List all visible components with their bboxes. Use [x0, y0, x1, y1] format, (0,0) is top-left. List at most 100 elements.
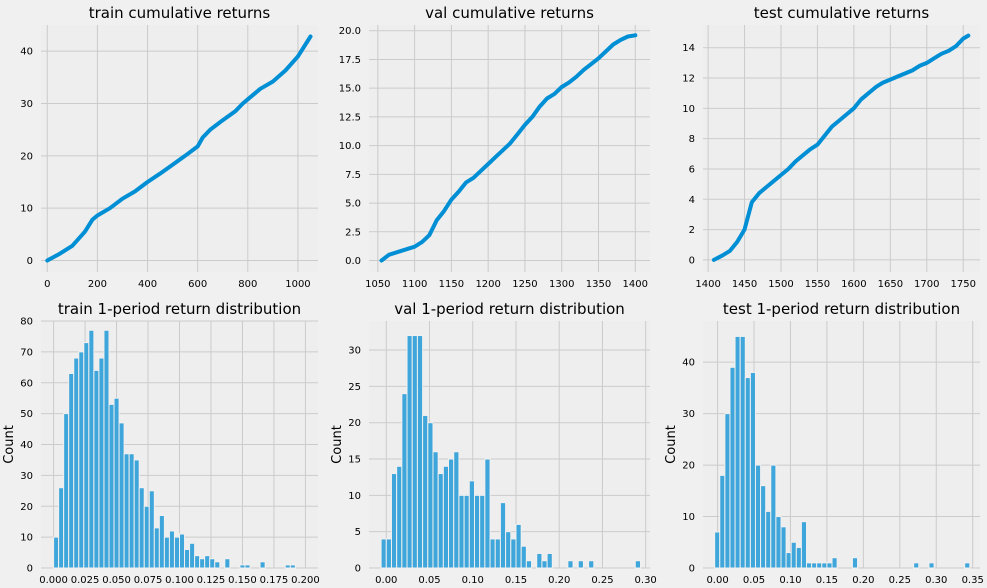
- y-axis-label: Count: [664, 425, 679, 464]
- histogram-bar: [821, 562, 828, 569]
- x-tick-label: 0.10: [462, 575, 484, 586]
- histogram-bar: [964, 562, 971, 569]
- histogram-bar: [770, 464, 777, 569]
- histogram-bar: [209, 558, 216, 569]
- x-tick-label: 0.125: [197, 575, 226, 586]
- chart-title: test cumulative returns: [754, 4, 930, 22]
- x-tick-label: 0.10: [779, 575, 801, 586]
- histogram-bar: [83, 342, 90, 569]
- x-tick-label: 0.25: [591, 575, 613, 586]
- y-tick-label: 0: [27, 564, 33, 575]
- histogram-bar: [634, 560, 641, 569]
- y-tick-label: 14: [682, 43, 695, 54]
- x-tick-label: 0.200: [291, 575, 320, 586]
- histogram-bar: [385, 538, 392, 569]
- y-axis-label: Count: [2, 425, 17, 464]
- y-tick-label: 40: [682, 358, 695, 369]
- chart-panel-5: 0.00 0.05 0.10 0.15 0.20 0.25 0.30 0 5 10 15 20 25 30…: [330, 300, 657, 586]
- histogram-bar: [289, 564, 296, 569]
- x-tick-label: 0.000: [39, 575, 68, 586]
- histogram-bar: [406, 335, 413, 569]
- histogram-bar: [510, 538, 517, 569]
- x-tick-label: 0.15: [505, 575, 527, 586]
- histogram-bar: [158, 515, 165, 569]
- x-tick-label: 1750: [951, 279, 976, 290]
- chart-title: test 1-period return distribution: [723, 300, 960, 318]
- histogram-bar: [739, 335, 746, 569]
- histogram-bar: [714, 531, 721, 569]
- histogram-bar: [734, 335, 741, 569]
- histogram-bar: [133, 459, 140, 569]
- histogram-bar: [489, 538, 496, 569]
- histogram-bar: [123, 453, 130, 569]
- x-tick-label: 1050: [365, 279, 390, 290]
- x-tick-label: 1550: [805, 279, 830, 290]
- histogram-bar: [448, 458, 455, 569]
- histogram-bar: [401, 393, 408, 569]
- x-tick-label: 1150: [439, 279, 464, 290]
- y-tick-label: 30: [348, 346, 361, 357]
- histogram-bar: [505, 531, 512, 569]
- y-tick-label: 10.0: [339, 141, 361, 152]
- histogram-bar: [148, 490, 155, 569]
- histogram-bar: [98, 357, 105, 569]
- histogram-bar: [463, 494, 470, 569]
- series-line: [379, 33, 638, 263]
- histogram-bar: [194, 555, 201, 569]
- x-tick-label: 0.025: [71, 575, 100, 586]
- x-tick-label: 200: [88, 279, 107, 290]
- histogram-bar: [765, 510, 772, 569]
- histogram-bar: [790, 541, 797, 569]
- histogram-bar: [224, 558, 231, 569]
- histogram-bar: [168, 530, 175, 569]
- chart-panel-1: 0 200 400 600 800 1000 0 10 20 30 40 train cumulati…: [20, 4, 318, 290]
- histogram-bar: [128, 453, 135, 569]
- y-tick-label: 10: [20, 533, 33, 544]
- y-tick-label: 40: [20, 47, 33, 58]
- histogram-bar: [851, 557, 859, 569]
- y-tick-label: 10: [682, 512, 695, 523]
- y-tick-label: 30: [20, 99, 33, 110]
- y-tick-label: 0: [689, 255, 695, 266]
- y-tick-label: 25: [348, 382, 361, 393]
- chart-panel-3: 1400 1450 1500 1550 1600 1650 1700 1750 0 2 4 6 8 10 1…: [682, 4, 980, 290]
- histogram-bar: [520, 545, 527, 569]
- histogram-bar: [153, 527, 160, 569]
- x-tick-label: 1400: [695, 279, 720, 290]
- y-tick-label: 20.0: [339, 26, 361, 37]
- y-tick-label: 10: [682, 104, 695, 115]
- x-tick-label: 0.05: [418, 575, 440, 586]
- histogram-bar: [588, 560, 595, 569]
- y-tick-label: 20: [20, 502, 33, 513]
- x-tick-label: 1400: [623, 279, 648, 290]
- y-tick-label: 40: [20, 440, 33, 451]
- histogram-bar: [749, 371, 756, 569]
- x-tick-label: 0: [44, 279, 50, 290]
- y-tick-label: 0: [27, 256, 33, 267]
- histogram-bar: [437, 473, 444, 569]
- chart-title: val 1-period return distribution: [394, 300, 625, 318]
- x-tick-label: 0.00: [706, 575, 728, 586]
- y-tick-label: 10: [348, 491, 361, 502]
- x-tick-label: 1500: [768, 279, 793, 290]
- histogram-bar: [468, 480, 475, 569]
- x-tick-label: 0.25: [889, 575, 911, 586]
- y-tick-label: 5: [355, 527, 361, 538]
- histogram-bar: [724, 413, 731, 569]
- histogram-bar: [179, 533, 186, 569]
- histogram-bar: [795, 546, 802, 569]
- x-tick-label: 1200: [475, 279, 500, 290]
- histogram-bar: [68, 372, 75, 569]
- histogram-bar: [811, 562, 818, 569]
- x-tick-label: 0.20: [852, 575, 874, 586]
- x-tick-label: 1600: [841, 279, 866, 290]
- histogram-bar: [479, 494, 486, 569]
- histogram-bar: [775, 516, 782, 569]
- histogram-bar: [53, 536, 60, 569]
- histogram-bar: [93, 369, 100, 569]
- histogram-bar: [816, 562, 823, 569]
- histogram-bar: [800, 521, 808, 569]
- x-tick-label: 1000: [285, 279, 310, 290]
- histogram-bar: [103, 329, 110, 569]
